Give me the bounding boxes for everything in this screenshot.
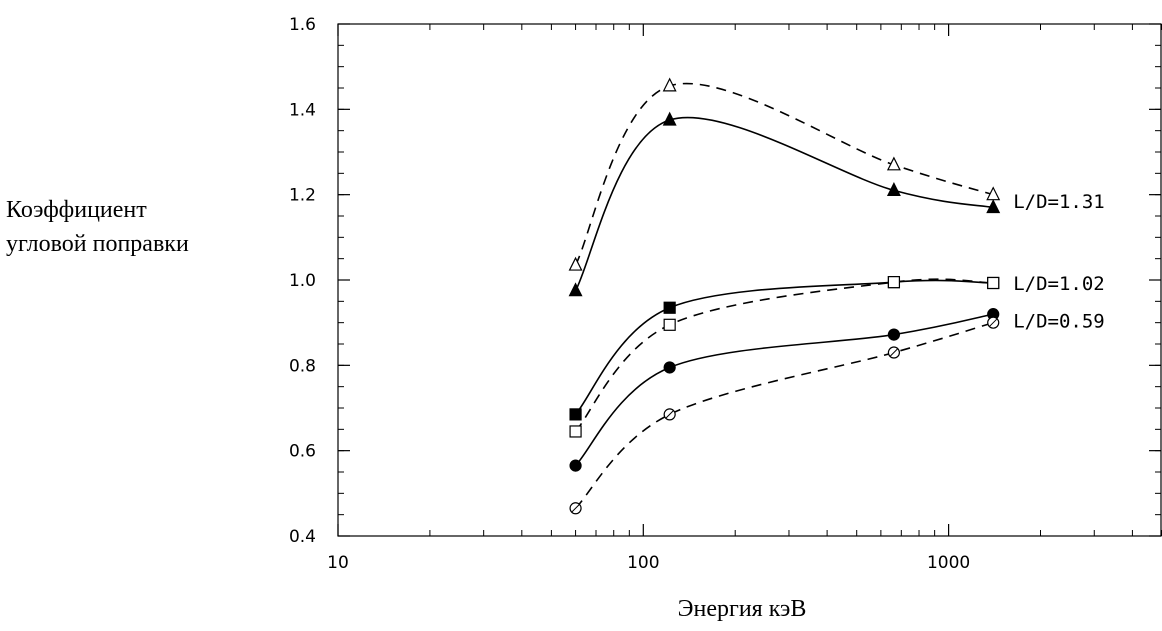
square-marker — [569, 425, 582, 438]
x-axis-label-wrap: Энергия кэВ — [0, 596, 1162, 623]
y-tick-label: 1.2 — [289, 186, 316, 206]
circle-marker-slash — [988, 318, 998, 328]
square-marker — [987, 276, 1000, 290]
minor-ticks — [338, 23, 1162, 537]
triangle-marker — [568, 256, 583, 271]
triangle-marker — [986, 199, 1001, 214]
triangle-marker — [886, 156, 901, 171]
curve-label: L/D=0.59 — [1013, 311, 1105, 333]
triangle-marker — [662, 77, 677, 92]
series-line-0 — [574, 82, 994, 266]
square-marker — [663, 301, 676, 314]
curve-label: L/D=1.31 — [1013, 191, 1105, 213]
circle-marker-slash — [889, 348, 899, 357]
x-tick-label: 1000 — [927, 553, 970, 573]
series-line-5 — [575, 321, 994, 509]
y-axis-label-line-2: угловой поправки — [6, 231, 189, 257]
triangle-marker — [886, 182, 901, 196]
series-line-1 — [574, 116, 994, 292]
x-tick-label: 10 — [327, 553, 349, 573]
annotations: L/D=1.31 L/D=1.02 L/D=0.59 — [1013, 191, 1105, 332]
square-marker — [663, 318, 676, 331]
triangle-marker — [662, 111, 677, 126]
circle-marker — [569, 459, 582, 472]
series-line-4 — [574, 313, 994, 467]
y-tick-label: 0.4 — [289, 527, 316, 547]
triangle-marker — [568, 282, 583, 297]
square-marker — [887, 276, 901, 289]
major-ticks — [337, 23, 1161, 537]
y-tick-label: 1.0 — [289, 271, 316, 291]
series-line-2 — [574, 279, 994, 415]
circle-marker-slash — [665, 410, 675, 419]
x-tick-label: 100 — [627, 553, 659, 573]
circle-marker-slash — [571, 503, 580, 513]
y-tick-label: 1.6 — [289, 15, 316, 35]
markers — [568, 77, 1001, 515]
circle-marker — [663, 361, 676, 374]
square-marker — [569, 408, 582, 421]
y-axis-label-line-1: Коэффициент — [6, 197, 147, 223]
y-tick-label: 1.4 — [289, 100, 316, 120]
curve-label: L/D=1.02 — [1013, 273, 1105, 295]
curves — [574, 82, 994, 509]
y-tick-label: 0.6 — [289, 442, 316, 462]
x-axis-label: Энергия кэВ — [677, 596, 807, 622]
circle-marker — [887, 328, 901, 341]
y-tick-label: 0.8 — [289, 356, 316, 376]
y-axis-label: Коэффициент угловой поправки — [6, 193, 266, 261]
tick-labels: 10 100 1000 0.4 0.6 0.8 1.0 1.2 1.4 1.6 — [289, 15, 970, 573]
series-line-3 — [574, 278, 994, 432]
